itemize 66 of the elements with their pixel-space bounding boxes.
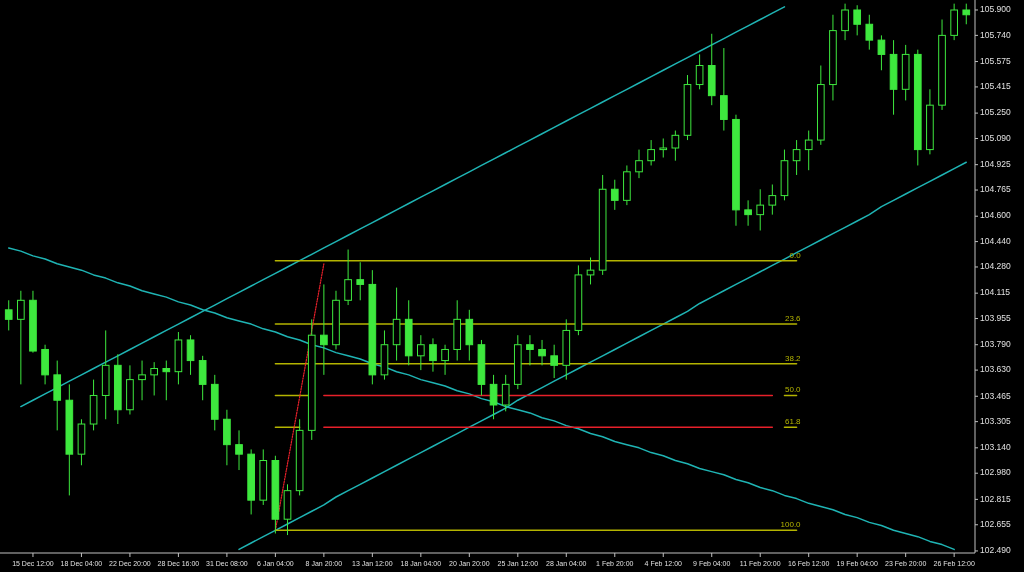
candlestick <box>162 360 171 401</box>
candlestick <box>538 339 546 366</box>
y-tick-label: 104.600 <box>980 210 1011 221</box>
candlestick <box>744 199 752 227</box>
candlestick <box>501 374 510 412</box>
candlestick <box>841 3 849 41</box>
candlestick <box>720 47 728 132</box>
series-label: 23.6 <box>785 314 802 324</box>
candlestick <box>150 361 159 396</box>
y-tick-label: 102.815 <box>980 493 1011 504</box>
series-label: 61.8 <box>785 417 802 427</box>
candlestick <box>17 290 25 385</box>
y-tick-label: 105.415 <box>980 81 1011 92</box>
y-tick-label: 102.655 <box>980 519 1011 530</box>
y-tick-label: 105.900 <box>980 4 1011 15</box>
y-tick-label: 105.250 <box>980 107 1011 118</box>
series-label: 100.0 <box>780 520 802 530</box>
candlestick <box>429 337 437 373</box>
candlestick <box>198 355 207 401</box>
candlestick <box>138 360 146 401</box>
y-tick-label: 104.925 <box>980 158 1011 169</box>
y-tick-label: 104.440 <box>980 235 1011 246</box>
candlestick <box>792 139 801 176</box>
candlestick <box>320 283 328 376</box>
candlestick <box>186 334 195 376</box>
candlestick <box>635 149 643 179</box>
y-tick-label: 105.575 <box>980 55 1011 66</box>
candlestick <box>671 130 680 162</box>
candlestick <box>804 130 813 171</box>
candlestick <box>768 183 777 216</box>
candlestick <box>235 429 243 471</box>
y-tick-label: 105.090 <box>980 132 1011 143</box>
y-tick-label: 103.140 <box>980 442 1011 453</box>
y-tick-label: 103.955 <box>980 312 1011 323</box>
y-tick-label: 104.765 <box>980 184 1011 195</box>
candlestick <box>441 344 449 376</box>
candlestick <box>4 299 13 331</box>
candlestick <box>877 34 886 71</box>
line-series <box>274 263 325 531</box>
candlestick <box>356 261 365 301</box>
y-tick-label: 105.740 <box>980 29 1011 40</box>
candlestick <box>526 334 534 366</box>
y-tick-label: 104.280 <box>980 261 1011 272</box>
candlestick <box>962 3 971 25</box>
candlestick <box>853 4 862 36</box>
candlestick <box>550 344 558 379</box>
candlestick <box>865 14 874 51</box>
candlestick <box>647 139 655 166</box>
candlestick <box>610 179 619 211</box>
y-tick-label: 103.630 <box>980 364 1011 375</box>
candlestick <box>586 256 595 285</box>
candlestick <box>417 334 425 371</box>
candlestick <box>756 188 765 231</box>
series-label: 0.0 <box>789 250 802 260</box>
candlestick <box>695 53 704 90</box>
series-label: 50.0 <box>785 385 802 395</box>
candlestick <box>489 374 498 420</box>
candlestick <box>659 137 668 159</box>
y-tick-label: 103.305 <box>980 415 1011 426</box>
y-tick-label: 102.980 <box>980 467 1011 478</box>
y-tick-label: 103.790 <box>980 338 1011 349</box>
y-tick-label: 102.490 <box>980 545 1011 556</box>
candlestick <box>344 249 352 306</box>
y-tick-label: 104.115 <box>980 287 1011 298</box>
series-label: 38.2 <box>785 353 802 363</box>
y-tick-label: 103.465 <box>980 390 1011 401</box>
